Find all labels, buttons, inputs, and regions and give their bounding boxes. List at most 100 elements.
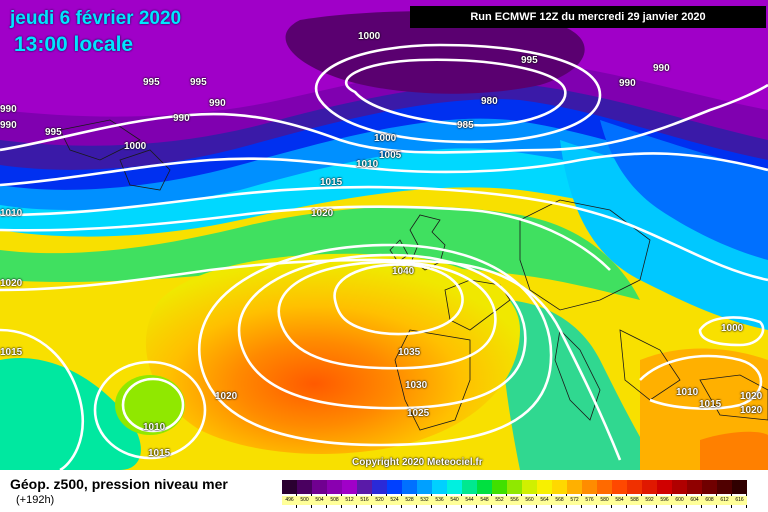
scale-swatch	[372, 480, 387, 494]
isobar-label: 1020	[311, 208, 334, 219]
scale-label: 612	[717, 496, 732, 505]
se-orange-core	[700, 431, 768, 470]
scale-label: 536	[432, 496, 447, 505]
isobar-label: 990	[173, 113, 190, 124]
scale-cell: 592	[642, 480, 657, 508]
scale-cell: 576	[582, 480, 597, 508]
scale-label: 548	[477, 496, 492, 505]
isobar-label: 995	[45, 127, 62, 138]
scale-cell: 508	[327, 480, 342, 508]
scale-swatch	[327, 480, 342, 494]
isobar-label: 1015	[320, 177, 343, 188]
scale-swatch	[342, 480, 357, 494]
scale-label: 592	[642, 496, 657, 505]
isobar-label: 1020	[740, 405, 763, 416]
isobar-label: 1030	[405, 380, 428, 391]
scale-label: 600	[672, 496, 687, 505]
scale-cell: 572	[567, 480, 582, 508]
scale-cell: 600	[672, 480, 687, 508]
trough-blue	[600, 120, 768, 260]
scale-swatch	[687, 480, 702, 494]
isobar-label: 995	[190, 77, 207, 88]
sw-low-core	[115, 375, 185, 435]
isobar-label: 1000	[358, 31, 381, 42]
scale-label: 544	[462, 496, 477, 505]
scale-swatch	[567, 480, 582, 494]
legend-bar: Géop. z500, pression niveau mer (+192h) …	[0, 470, 768, 512]
isobar-label: 1020	[0, 278, 23, 289]
sw-green	[0, 358, 141, 470]
scale-swatch	[672, 480, 687, 494]
scale-label: 584	[612, 496, 627, 505]
scale-cell: 540	[447, 480, 462, 508]
color-scale: 496 500 504 508 512 516 520 524 528 532 536 540 544 5…	[282, 480, 747, 508]
scale-cell: 616	[732, 480, 747, 508]
scale-swatch	[597, 480, 612, 494]
isobar-label: 990	[0, 120, 17, 131]
scale-label: 528	[402, 496, 417, 505]
scale-label: 532	[417, 496, 432, 505]
scale-cell: 580	[597, 480, 612, 508]
isobar-label: 1015	[699, 399, 722, 410]
isobar-label: 1000	[721, 323, 744, 334]
isobar-label: 1015	[0, 347, 23, 358]
scale-swatch	[507, 480, 522, 494]
isobar-label: 1025	[407, 408, 430, 419]
scale-cell: 552	[492, 480, 507, 508]
scale-swatch	[402, 480, 417, 494]
scale-swatch	[282, 480, 297, 494]
scale-swatch	[462, 480, 477, 494]
scale-label: 572	[567, 496, 582, 505]
scale-label: 564	[537, 496, 552, 505]
scale-cell: 604	[687, 480, 702, 508]
scale-cell: 560	[522, 480, 537, 508]
scale-cell: 548	[477, 480, 492, 508]
scale-swatch	[477, 480, 492, 494]
scale-swatch	[582, 480, 597, 494]
map-canvas	[0, 0, 768, 470]
scale-swatch	[552, 480, 567, 494]
legend-title: Géop. z500, pression niveau mer	[10, 476, 228, 492]
scale-cell: 532	[417, 480, 432, 508]
isobar-label: 1020	[215, 391, 238, 402]
scale-swatch	[642, 480, 657, 494]
scale-cell: 596	[657, 480, 672, 508]
scale-label: 568	[552, 496, 567, 505]
scale-swatch	[627, 480, 642, 494]
isobar-label: 980	[481, 96, 498, 107]
isobar-label: 990	[209, 98, 226, 109]
scale-label: 560	[522, 496, 537, 505]
scale-cell: 584	[612, 480, 627, 508]
scale-label: 496	[282, 496, 297, 505]
scale-label: 576	[582, 496, 597, 505]
scale-swatch	[417, 480, 432, 494]
isobar-label: 1005	[379, 150, 402, 161]
scale-cell: 528	[402, 480, 417, 508]
scale-label: 580	[597, 496, 612, 505]
trough-cyan	[560, 140, 768, 330]
isobar-label: 990	[0, 104, 17, 115]
scale-cell: 496	[282, 480, 297, 508]
scale-swatch	[447, 480, 462, 494]
scale-label: 596	[657, 496, 672, 505]
scale-label: 604	[687, 496, 702, 505]
high-pressure-fill	[145, 253, 520, 454]
isobar-label: 990	[619, 78, 636, 89]
scale-cell: 588	[627, 480, 642, 508]
scale-swatch	[297, 480, 312, 494]
scale-cell: 536	[432, 480, 447, 508]
scale-label: 520	[372, 496, 387, 505]
forecast-time: 13:00 locale	[14, 33, 134, 56]
forecast-hour: (+192h)	[16, 494, 55, 506]
scale-cell: 612	[717, 480, 732, 508]
forecast-date: jeudi 6 février 2020	[10, 8, 182, 29]
scale-label: 540	[447, 496, 462, 505]
east-green	[500, 300, 660, 470]
scale-swatch	[432, 480, 447, 494]
isobar-label: 990	[653, 63, 670, 74]
scale-swatch	[387, 480, 402, 494]
scale-swatch	[357, 480, 372, 494]
model-run-label: Run ECMWF 12Z du mercredi 29 janvier 202…	[410, 6, 766, 28]
scale-swatch	[492, 480, 507, 494]
copyright-text: Copyright 2020 Meteociel.fr	[352, 457, 483, 468]
